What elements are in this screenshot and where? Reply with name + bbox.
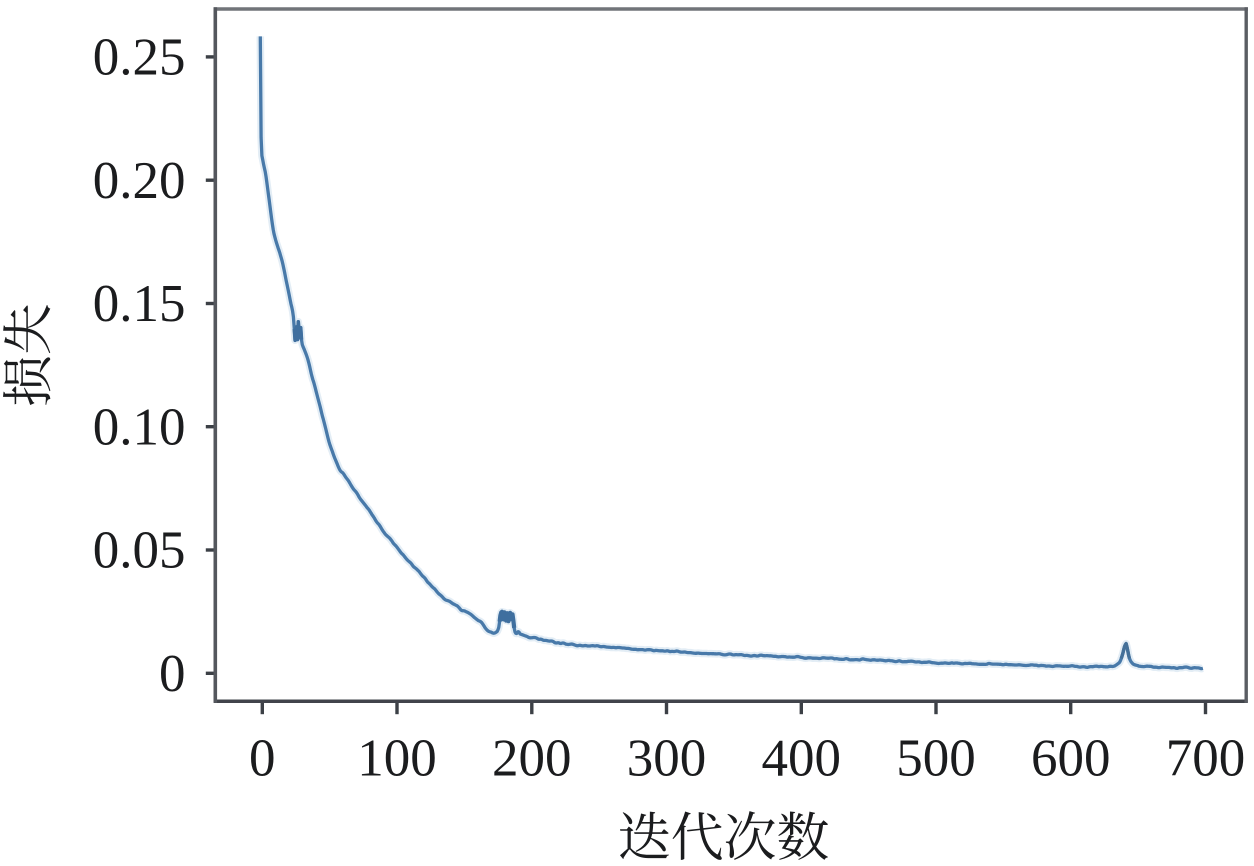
svg-text:700: 700 (1166, 730, 1246, 788)
svg-text:400: 400 (762, 730, 842, 788)
svg-text:0.25: 0.25 (93, 29, 186, 87)
svg-text:0.05: 0.05 (93, 522, 186, 580)
svg-text:0.15: 0.15 (93, 275, 186, 333)
svg-text:0.10: 0.10 (93, 398, 186, 456)
svg-text:600: 600 (1031, 730, 1111, 788)
svg-text:0.20: 0.20 (93, 152, 186, 210)
svg-text:300: 300 (627, 730, 707, 788)
svg-text:500: 500 (896, 730, 976, 788)
svg-text:200: 200 (492, 730, 572, 788)
svg-text:100: 100 (357, 730, 437, 788)
svg-text:0: 0 (159, 645, 186, 703)
svg-text:0: 0 (249, 730, 276, 788)
